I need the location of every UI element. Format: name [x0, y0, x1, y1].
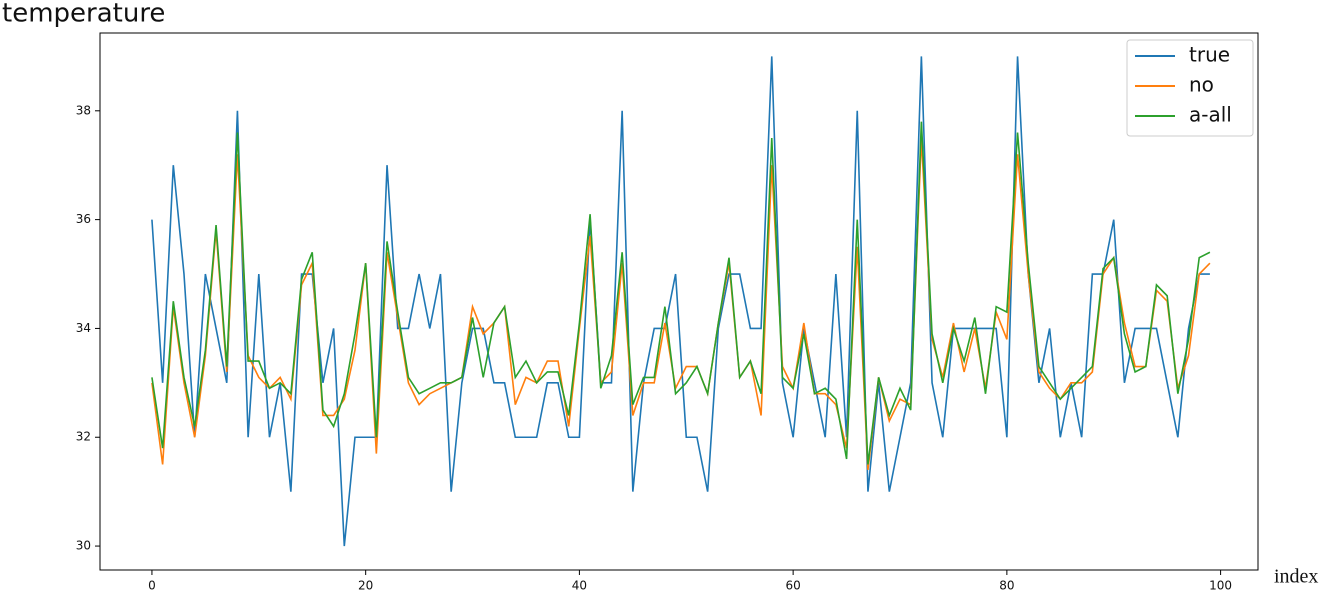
x-tick-label: 40	[572, 579, 587, 593]
data-line	[151, 137, 1211, 470]
y-tick-label: 36	[76, 212, 91, 226]
data-line	[151, 121, 1211, 465]
x-tick-label: 100	[1209, 579, 1232, 593]
legend-label: no	[1189, 73, 1214, 97]
x-tick-label: 60	[785, 579, 800, 593]
legend-label: true	[1189, 43, 1230, 67]
y-tick-label: 32	[76, 430, 91, 444]
x-tick-label: 0	[148, 579, 156, 593]
y-tick-label: 38	[76, 103, 91, 117]
x-axis-label: index	[1274, 566, 1318, 588]
y-tick-label: 30	[76, 539, 91, 553]
x-tick-label: 80	[999, 579, 1014, 593]
y-tick-label: 34	[76, 321, 91, 335]
data-line	[151, 56, 1210, 547]
x-tick-label: 20	[358, 579, 373, 593]
plot-frame	[99, 32, 1259, 571]
legend-box	[1126, 39, 1254, 137]
legend-label: a-all	[1189, 103, 1232, 127]
y-axis-label: temperature	[2, 0, 165, 29]
